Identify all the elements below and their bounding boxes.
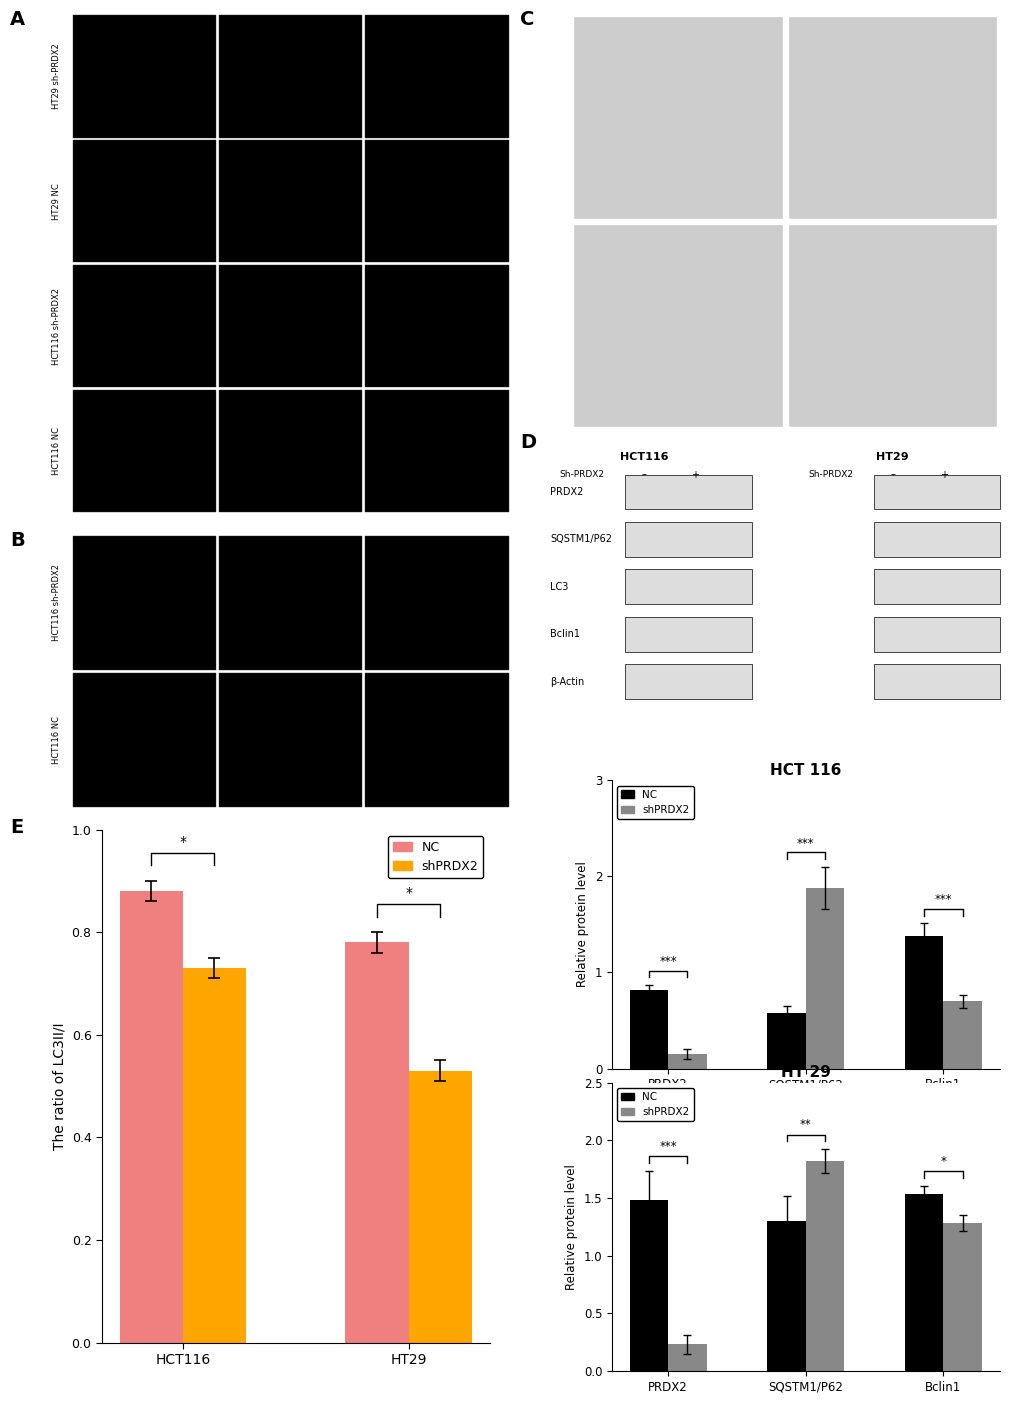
FancyBboxPatch shape: [365, 536, 508, 671]
Legend: NC, shPRDX2: NC, shPRDX2: [387, 835, 483, 877]
Text: *: *: [940, 1154, 946, 1168]
Title: HT 29: HT 29: [781, 1066, 829, 1080]
Text: Bclin1: Bclin1: [549, 630, 580, 640]
Bar: [345, 942, 409, 1343]
FancyBboxPatch shape: [573, 224, 783, 427]
Text: *: *: [405, 886, 412, 900]
FancyBboxPatch shape: [625, 522, 751, 557]
Bar: [943, 1001, 981, 1069]
Text: Sh-PRDX2: Sh-PRDX2: [558, 470, 604, 479]
Text: HCT116: HCT116: [619, 453, 667, 463]
Y-axis label: Relative protein level: Relative protein level: [576, 862, 589, 987]
Text: HCT116: HCT116: [1016, 305, 1019, 346]
Bar: [766, 1012, 805, 1069]
Text: ***: ***: [933, 893, 952, 907]
FancyBboxPatch shape: [365, 141, 508, 263]
Text: E: E: [10, 818, 23, 838]
Text: A: A: [10, 10, 25, 30]
Bar: [409, 1071, 472, 1343]
FancyBboxPatch shape: [365, 672, 508, 807]
Bar: [182, 969, 246, 1343]
FancyBboxPatch shape: [787, 224, 997, 427]
Text: B: B: [10, 531, 24, 551]
Text: ***: ***: [796, 837, 814, 849]
FancyBboxPatch shape: [72, 264, 216, 387]
Text: HCT116 sh-PRDX2: HCT116 sh-PRDX2: [52, 287, 61, 364]
Text: MERGE: MERGE: [416, 0, 457, 8]
Bar: [629, 1201, 667, 1371]
FancyBboxPatch shape: [365, 264, 508, 387]
FancyBboxPatch shape: [873, 522, 1000, 557]
Text: HT29: HT29: [875, 453, 908, 463]
FancyBboxPatch shape: [219, 536, 362, 671]
Text: –: –: [890, 470, 894, 479]
FancyBboxPatch shape: [873, 617, 1000, 651]
FancyBboxPatch shape: [72, 672, 216, 807]
FancyBboxPatch shape: [72, 389, 216, 512]
Legend: NC, shPRDX2: NC, shPRDX2: [616, 1088, 693, 1122]
Text: Sh-PRDX2: Sh-PRDX2: [807, 470, 852, 479]
Legend: NC, shPRDX2: NC, shPRDX2: [616, 786, 693, 820]
FancyBboxPatch shape: [787, 15, 997, 219]
FancyBboxPatch shape: [219, 141, 362, 263]
FancyBboxPatch shape: [365, 15, 508, 138]
Text: HCT116 NC: HCT116 NC: [52, 427, 61, 475]
Text: SQSTM1/P62: SQSTM1/P62: [549, 534, 611, 544]
FancyBboxPatch shape: [219, 389, 362, 512]
FancyBboxPatch shape: [72, 141, 216, 263]
Text: HT29 NC: HT29 NC: [52, 183, 61, 219]
Title: HCT 116: HCT 116: [769, 763, 841, 778]
Bar: [667, 1344, 706, 1371]
Text: **: **: [799, 1118, 811, 1130]
FancyBboxPatch shape: [625, 569, 751, 605]
Text: LC3: LC3: [549, 582, 568, 592]
FancyBboxPatch shape: [72, 15, 216, 138]
Text: –: –: [641, 470, 646, 479]
Bar: [805, 889, 844, 1069]
FancyBboxPatch shape: [873, 569, 1000, 605]
FancyBboxPatch shape: [219, 264, 362, 387]
Bar: [629, 990, 667, 1069]
FancyBboxPatch shape: [365, 389, 508, 512]
FancyBboxPatch shape: [873, 474, 1000, 509]
FancyBboxPatch shape: [219, 15, 362, 138]
Text: HT29 sh-PRDX2: HT29 sh-PRDX2: [52, 44, 61, 110]
Text: β-Actin: β-Actin: [549, 676, 584, 686]
Y-axis label: Relative protein level: Relative protein level: [565, 1164, 578, 1289]
Text: D: D: [520, 433, 536, 453]
Bar: [805, 1161, 844, 1371]
FancyBboxPatch shape: [873, 664, 1000, 699]
Text: ***: ***: [658, 955, 677, 967]
Text: C: C: [520, 10, 534, 30]
Text: PRDX2: PRDX2: [549, 486, 583, 496]
Bar: [119, 891, 182, 1343]
Text: HT29: HT29: [1016, 104, 1019, 131]
Text: HCT116 sh-PRDX2: HCT116 sh-PRDX2: [52, 564, 61, 641]
Text: ***: ***: [658, 1140, 677, 1153]
Bar: [943, 1223, 981, 1371]
Text: DAPI: DAPI: [130, 0, 158, 8]
Bar: [904, 1195, 943, 1371]
Bar: [904, 936, 943, 1069]
Text: LC3: LC3: [279, 0, 302, 8]
Bar: [667, 1054, 706, 1069]
Text: *: *: [179, 835, 186, 849]
FancyBboxPatch shape: [219, 672, 362, 807]
FancyBboxPatch shape: [573, 15, 783, 219]
Y-axis label: The ratio of LC3II/I: The ratio of LC3II/I: [52, 1022, 66, 1150]
Bar: [766, 1220, 805, 1371]
Text: +: +: [691, 470, 699, 479]
Text: +: +: [940, 470, 948, 479]
FancyBboxPatch shape: [625, 474, 751, 509]
FancyBboxPatch shape: [625, 617, 751, 651]
Text: HCT116 NC: HCT116 NC: [52, 716, 61, 763]
FancyBboxPatch shape: [625, 664, 751, 699]
FancyBboxPatch shape: [72, 536, 216, 671]
